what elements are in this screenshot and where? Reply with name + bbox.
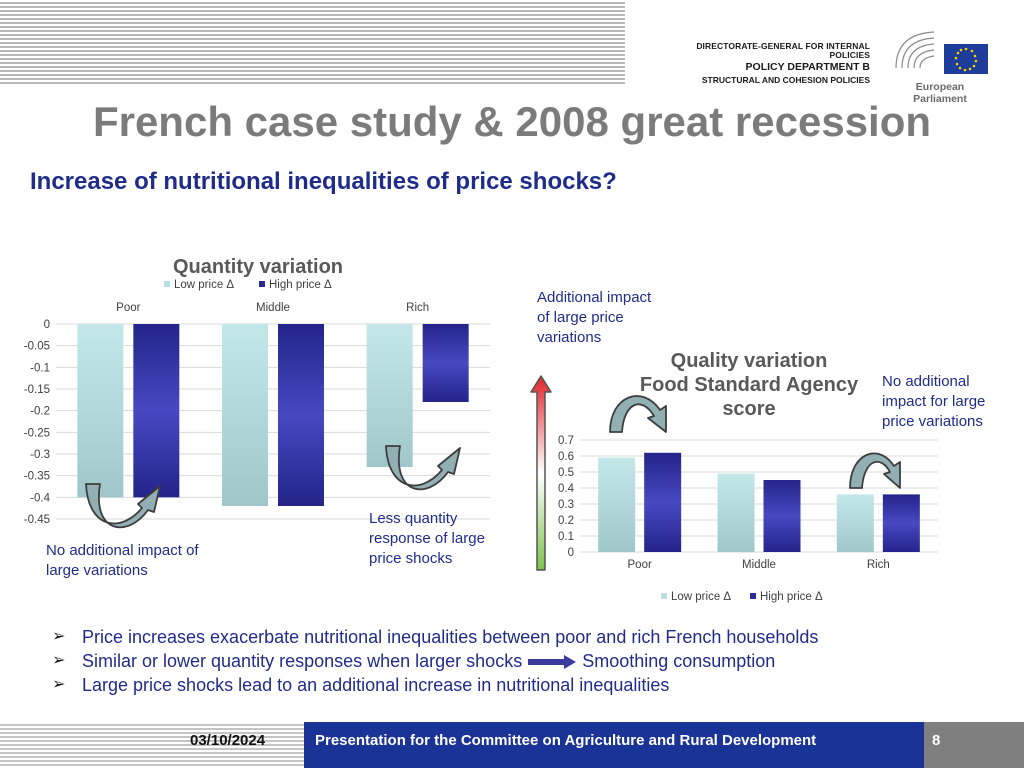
bar: [366, 324, 413, 467]
bar: [717, 473, 755, 552]
y-tick-label: -0.45: [24, 514, 50, 526]
category-label: Poor: [628, 559, 652, 571]
category-label: Middle: [742, 559, 776, 571]
category-label: Rich: [406, 302, 429, 314]
legend-swatch-high: [750, 593, 756, 599]
y-tick-label: -0.05: [24, 341, 50, 353]
bar: [763, 480, 801, 552]
chart-title: Quantity variation: [173, 256, 343, 278]
footer-page-box: [924, 722, 1024, 768]
dg-line-3: STRUCTURAL AND COHESION POLICIES: [701, 74, 870, 85]
y-tick-label: 0.4: [558, 483, 575, 495]
footer-date: 03/10/2024: [190, 732, 266, 749]
note-less-quantity-response: Less quantity response of large price sh…: [369, 510, 485, 567]
bar: [278, 324, 324, 506]
european-parliament-name: European Parliament: [913, 81, 967, 105]
slide-subtitle: Increase of nutritional inequalities of …: [30, 168, 617, 195]
y-tick-label: 0.6: [558, 451, 574, 463]
bar: [598, 457, 636, 552]
y-tick-label: -0.25: [24, 427, 50, 439]
footer-presentation-title: Presentation for the Committee on Agricu…: [315, 732, 817, 749]
bullet-item: ➢ Large price shocks lead to an additiona…: [52, 675, 670, 695]
bar: [836, 494, 874, 552]
note-additional-impact: Additional impact of large price variati…: [537, 289, 652, 346]
y-tick-label: -0.4: [30, 492, 50, 504]
y-tick-label: -0.2: [30, 406, 50, 418]
header-stripes: [0, 0, 625, 84]
dg-line-2: POLICY DEPARTMENT B: [745, 61, 870, 73]
legend-swatch-low: [661, 593, 667, 599]
chevron-right-icon: ➢: [52, 652, 66, 669]
slide-title: French case study & 2008 great recession: [92, 98, 932, 145]
note-no-additional-impact-right: No additional impact for large price var…: [882, 373, 986, 430]
footer-stripes: [0, 722, 304, 768]
category-label: Rich: [867, 559, 890, 571]
right-arrow-icon: [528, 655, 577, 670]
y-tick-label: -0.15: [24, 384, 50, 396]
y-tick-label: 0: [44, 319, 50, 331]
legend-swatch-high: [259, 281, 265, 287]
conclusion-bullets: ➢ Price increases exacerbate nutritional …: [48, 625, 818, 697]
chevron-right-icon: ➢: [52, 676, 66, 693]
chart-title-line-3: score: [722, 398, 775, 420]
bar: [133, 324, 180, 498]
y-tick-label: 0.2: [558, 515, 574, 527]
quantity-variation-chart: Quantity variation Low price Δ High pric…: [24, 256, 490, 526]
legend-swatch-low: [164, 281, 170, 287]
category-label: Poor: [116, 302, 140, 314]
gradient-up-arrow-icon: [530, 375, 552, 571]
curved-arrow-icon: [849, 452, 901, 489]
legend-label-high: High price Δ: [269, 279, 332, 291]
y-tick-label: -0.3: [30, 449, 50, 461]
chart-title-line-1: Quality variation: [671, 350, 828, 372]
european-parliament-logo-icon: [895, 31, 988, 74]
footer-bar: [304, 722, 924, 768]
bar: [882, 494, 920, 552]
directorate-block: DIRECTORATE-GENERAL FOR INTERNAL POLICIE…: [665, 42, 870, 84]
bullet-item: ➢ Price increases exacerbate nutritional …: [52, 627, 819, 647]
y-tick-label: -0.1: [30, 362, 50, 374]
y-tick-label: 0.3: [558, 499, 574, 511]
y-tick-label: 0.7: [558, 435, 574, 447]
bar: [77, 324, 124, 498]
dg-line-1: DIRECTORATE-GENERAL FOR INTERNAL POLICIE…: [696, 41, 870, 60]
quality-variation-chart: Quality variation Food Standard Agency s…: [558, 350, 938, 603]
legend-label-low: Low price Δ: [671, 591, 731, 603]
bar: [422, 324, 469, 402]
chevron-right-icon: ➢: [52, 628, 66, 645]
y-tick-label: 0.5: [558, 467, 574, 479]
category-label: Middle: [256, 302, 290, 314]
y-tick-label: 0.1: [558, 531, 574, 543]
y-tick-label: 0: [568, 547, 574, 559]
curved-arrow-icon: [385, 445, 461, 491]
bullet-item: ➢ Similar or lower quantity responses whe…: [52, 651, 776, 671]
legend-label-low: Low price Δ: [174, 279, 234, 291]
y-tick-label: -0.35: [24, 471, 50, 483]
legend-label-high: High price Δ: [760, 591, 823, 603]
bar: [222, 324, 268, 506]
bar: [644, 452, 682, 552]
note-no-additional-impact: No additional impact of large variations: [46, 542, 199, 579]
curved-arrow-icon: [609, 395, 667, 433]
page-number: 8: [932, 732, 941, 749]
chart-title-line-2: Food Standard Agency: [640, 374, 859, 396]
curved-arrow-icon: [85, 483, 161, 529]
